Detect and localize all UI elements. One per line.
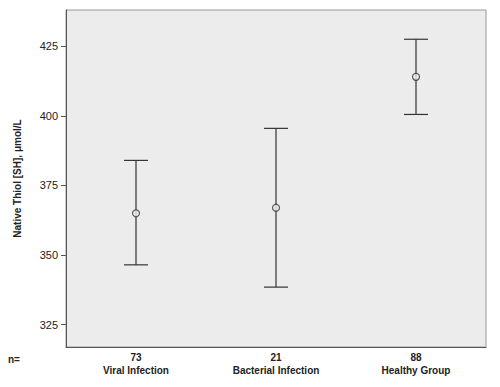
svg-text:Viral Infection: Viral Infection — [103, 365, 169, 376]
svg-text:73: 73 — [130, 352, 142, 363]
svg-text:n=: n= — [8, 354, 20, 365]
svg-text:375: 375 — [40, 179, 58, 191]
svg-text:325: 325 — [40, 319, 58, 331]
svg-text:Native Thiol [SH], μmol/L: Native Thiol [SH], μmol/L — [12, 119, 23, 237]
svg-text:21: 21 — [270, 352, 282, 363]
svg-text:400: 400 — [40, 110, 58, 122]
svg-text:Bacterial Infection: Bacterial Infection — [233, 365, 320, 376]
svg-text:350: 350 — [40, 249, 58, 261]
svg-text:425: 425 — [40, 40, 58, 52]
svg-text:88: 88 — [410, 352, 422, 363]
svg-text:Healthy Group: Healthy Group — [382, 365, 451, 376]
